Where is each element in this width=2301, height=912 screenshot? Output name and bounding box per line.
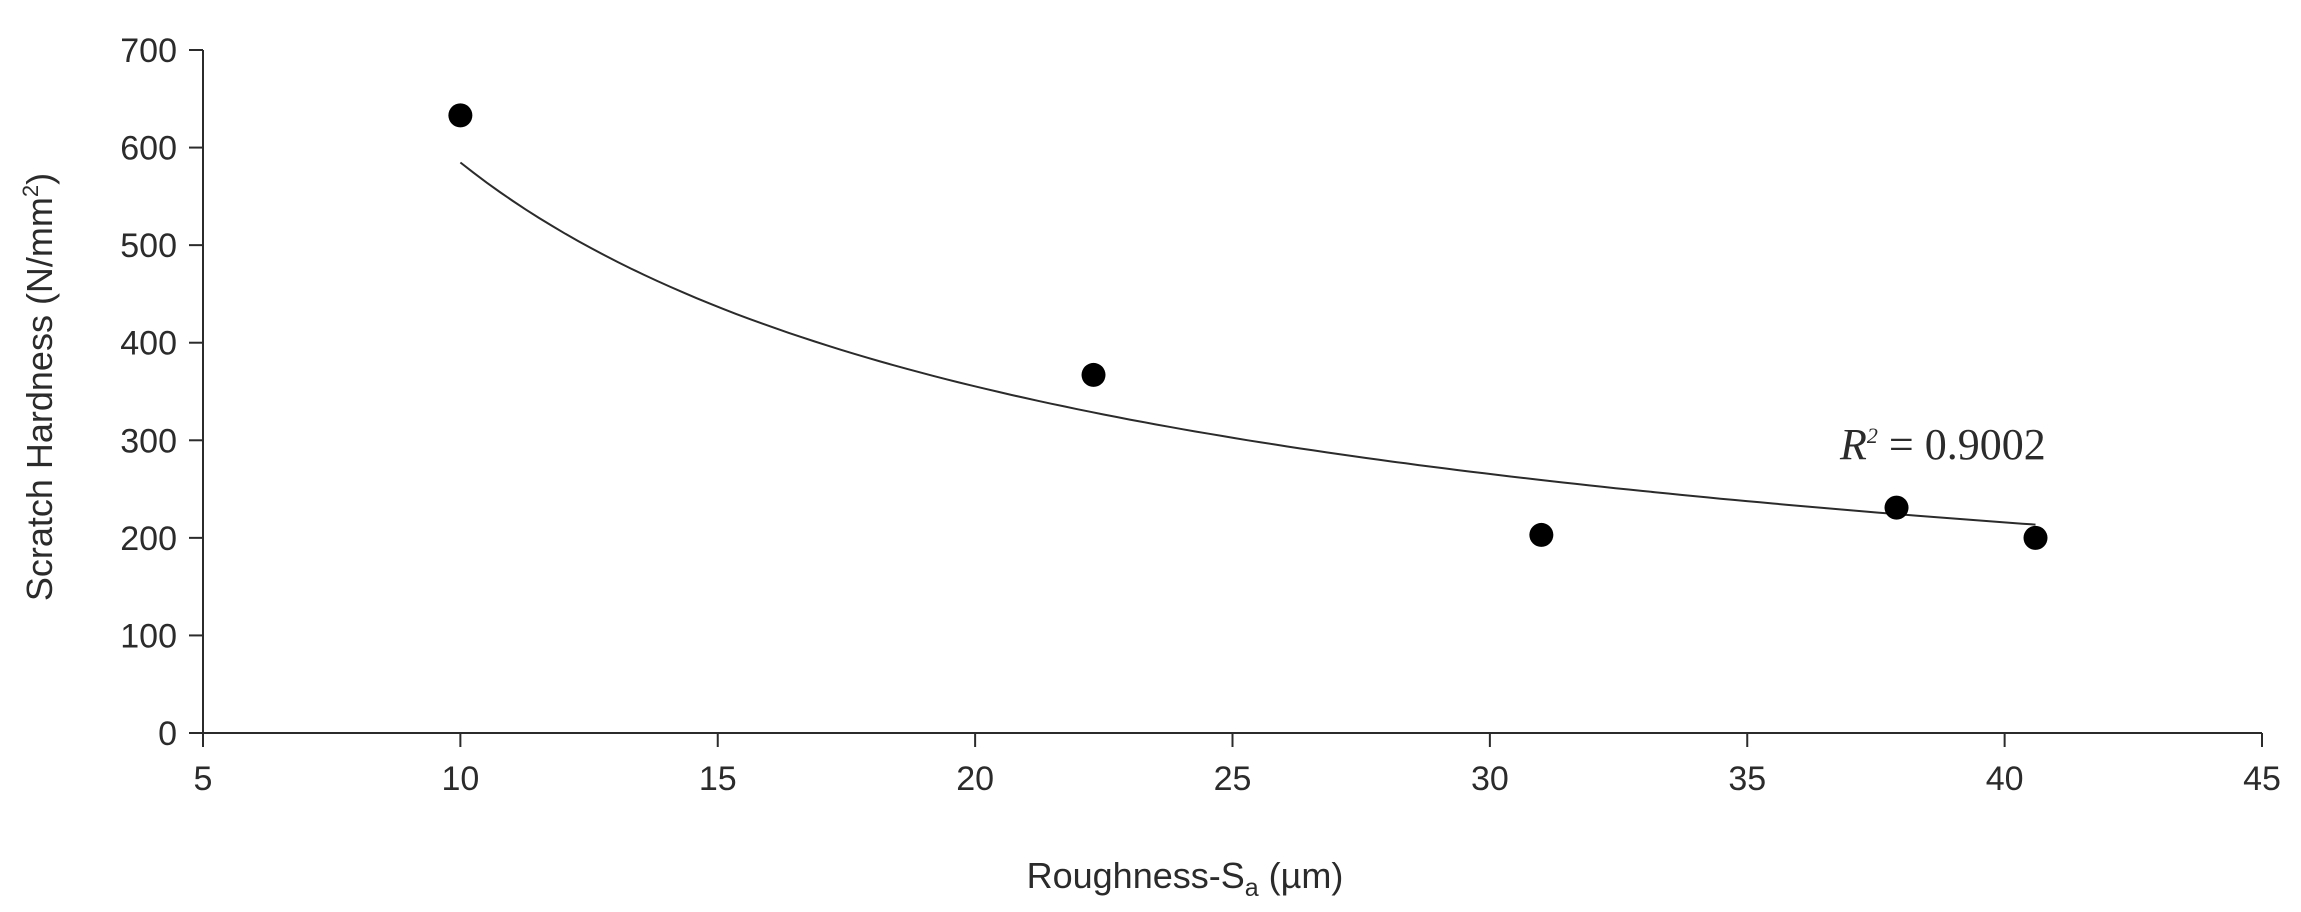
y-tick-label: 200 <box>120 520 177 558</box>
data-point <box>1081 362 1106 387</box>
x-tick-label: 10 <box>441 760 479 798</box>
data-point <box>1884 495 1909 520</box>
y-axis-title-suffix: ) <box>19 173 60 185</box>
y-tick-label: 600 <box>120 130 177 168</box>
x-axis-title-main: Roughness-S <box>1027 855 1245 896</box>
x-tick-label: 15 <box>699 760 737 798</box>
y-axis-ticks: 0 100 200 300 400 500 600 700 <box>120 32 203 753</box>
y-tick-label: 400 <box>120 325 177 363</box>
x-tick-label: 40 <box>1986 760 2024 798</box>
x-tick-label: 45 <box>2243 760 2281 798</box>
y-tick-label: 700 <box>120 32 177 70</box>
y-axis-title-superscript: 2 <box>18 185 43 197</box>
x-tick-label: 35 <box>1728 760 1766 798</box>
x-axis-title-subscript: a <box>1245 874 1259 902</box>
x-tick-label: 30 <box>1471 760 1509 798</box>
x-tick-label: 25 <box>1214 760 1252 798</box>
x-axis-title-suffix: (µm) <box>1259 855 1344 896</box>
y-tick-label: 300 <box>120 422 177 460</box>
x-axis-title: Roughness-Sa (µm) <box>1027 855 1344 902</box>
r-squared-annotation: R2 = 0.9002 <box>1839 420 2046 469</box>
r-squared-superscript: 2 <box>1867 423 1878 448</box>
y-tick-label: 500 <box>120 227 177 265</box>
data-point <box>448 103 473 128</box>
r-squared-symbol: R <box>1839 420 1867 469</box>
r-squared-value: = 0.9002 <box>1878 420 2046 469</box>
y-tick-label: 0 <box>158 715 177 753</box>
data-points <box>448 103 2048 550</box>
y-axis-title: Scratch Hardness (N/mm2) <box>18 173 60 601</box>
data-point <box>2023 525 2048 550</box>
x-tick-label: 20 <box>956 760 994 798</box>
x-axis-ticks: 5 10 15 20 25 30 35 40 45 <box>194 733 2281 798</box>
data-point <box>1529 522 1554 547</box>
plot-area: 0 100 200 300 400 500 600 700 5 10 15 20 25 30 35 40 45… <box>120 32 2281 798</box>
y-axis-title-main: Scratch Hardness (N/mm <box>19 197 60 601</box>
power-trendline <box>459 161 2036 526</box>
y-tick-label: 100 <box>120 617 177 655</box>
x-tick-label: 5 <box>194 760 213 798</box>
